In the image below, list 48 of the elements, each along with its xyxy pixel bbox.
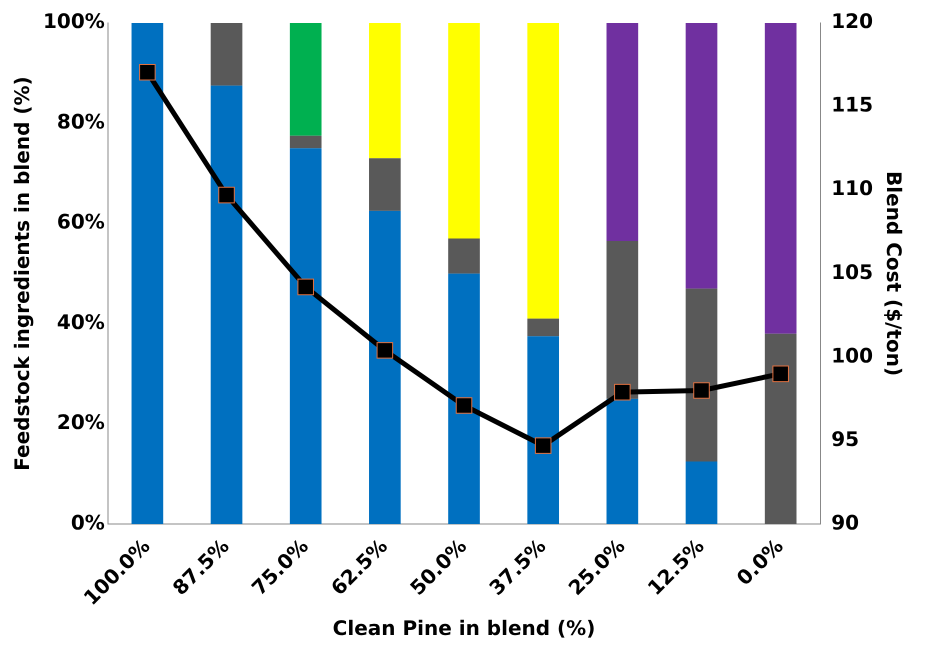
- point: [693, 382, 710, 399]
- point: [139, 64, 156, 81]
- point: [456, 397, 472, 414]
- x-axis-title: Clean Pine in blend (%): [332, 616, 596, 640]
- y-tick-label: 80%: [56, 109, 105, 134]
- bar: [210, 86, 242, 524]
- bar: [290, 23, 322, 136]
- point: [534, 437, 552, 454]
- y2-tick-label: 105: [831, 260, 873, 284]
- y-tick-label: 60%: [56, 210, 105, 234]
- y2-tick-label: 115: [831, 92, 873, 117]
- y-tick-label: 0%: [70, 510, 105, 534]
- bar: [132, 23, 164, 524]
- bar: [210, 23, 242, 86]
- bar: [686, 288, 718, 462]
- bar: [448, 274, 480, 524]
- bar: [606, 398, 638, 524]
- bar: [764, 23, 797, 334]
- y-tick-label: 100%: [42, 9, 105, 34]
- bar: [686, 461, 718, 524]
- bar: [369, 23, 401, 158]
- y2-tick-label: 110: [831, 176, 873, 200]
- y-tick-label: 40%: [56, 310, 105, 334]
- bar: [764, 334, 797, 524]
- point: [218, 186, 235, 204]
- y2-tick-label: 100: [831, 343, 873, 368]
- bar: [686, 23, 718, 289]
- point: [376, 342, 394, 359]
- bar: [448, 238, 480, 274]
- bar: [290, 148, 322, 524]
- y-axis-title: Feedstock ingredients in blend (%): [10, 76, 34, 471]
- point: [772, 366, 789, 382]
- bar: [606, 23, 638, 241]
- y2-tick-label: 95: [831, 426, 860, 451]
- y2-tick-label: 90: [831, 510, 860, 534]
- bar: [527, 336, 560, 524]
- y-tick-label: 20%: [56, 410, 105, 434]
- bar: [290, 136, 322, 148]
- point: [614, 384, 631, 400]
- bar: [448, 23, 480, 238]
- bar: [369, 158, 401, 211]
- point: [297, 278, 314, 296]
- y2-axis-title: Blend Cost ($/ton): [882, 171, 906, 376]
- bar: [527, 318, 560, 336]
- bar: [369, 210, 401, 524]
- bar: [606, 240, 638, 399]
- y2-tick-label: 120: [831, 9, 873, 34]
- bar: [527, 23, 560, 319]
